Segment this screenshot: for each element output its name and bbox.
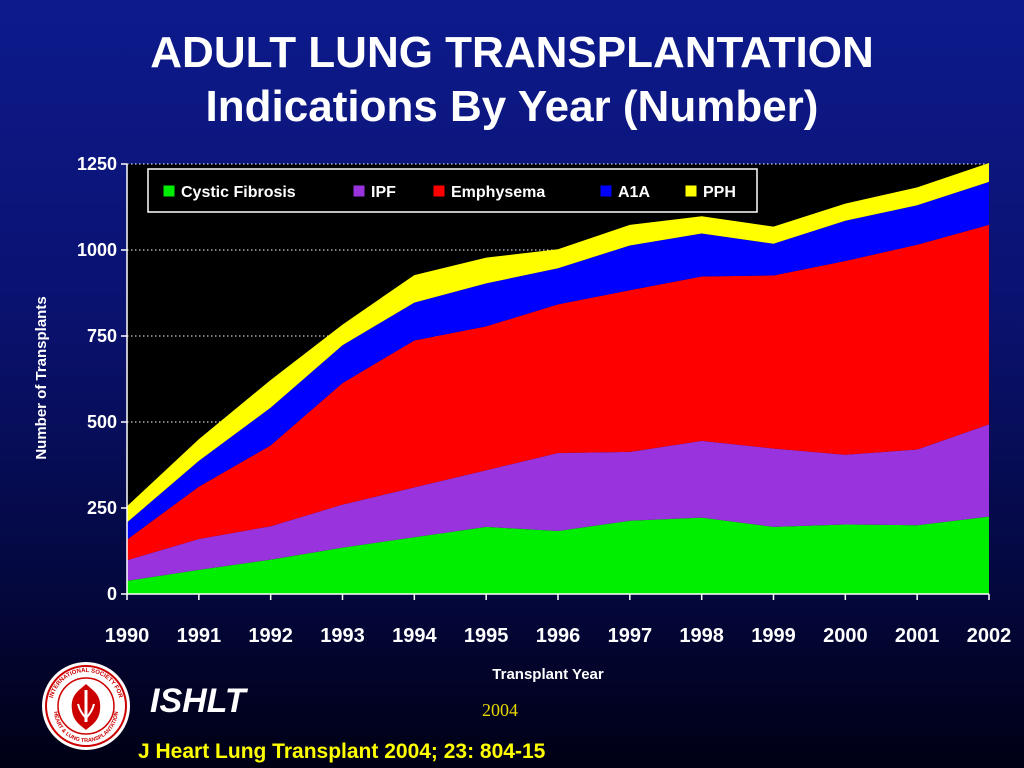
y-axis-title: Number of Transplants <box>33 296 50 459</box>
x-axis-title: Transplant Year <box>492 666 604 683</box>
legend-swatch <box>352 184 366 198</box>
legend-label: PPH <box>703 184 736 201</box>
y-tick-label: 0 <box>107 584 117 604</box>
x-tick-label: 1997 <box>608 625 653 647</box>
series-area-ipf <box>127 424 989 581</box>
x-tick-label: 1995 <box>464 625 509 647</box>
legend-item-cystic-fibrosis: Cystic Fibrosis <box>162 184 296 201</box>
legend-item-a1a: A1A <box>599 184 650 201</box>
x-tick-label: 1994 <box>392 625 437 647</box>
y-tick-label: 500 <box>87 412 117 432</box>
x-tick-label: 2001 <box>895 625 940 647</box>
x-tick-label: 1990 <box>105 625 150 647</box>
x-tick-label: 1993 <box>320 625 365 647</box>
title-line-2: Indications By Year (Number) <box>205 82 819 131</box>
legend-swatch <box>599 184 613 198</box>
year-note: 2004 <box>482 700 518 720</box>
y-tick-label: 1250 <box>77 154 117 174</box>
series-area-cystic-fibrosis <box>127 516 989 594</box>
legend: Cystic Fibrosis IPF Emphysema A1A PPH <box>147 168 758 213</box>
legend-item-emphysema: Emphysema <box>432 184 545 201</box>
legend-label: A1A <box>618 184 650 201</box>
series-area-a1a <box>127 181 989 540</box>
x-tick-label: 1996 <box>536 625 581 647</box>
legend-label: Cystic Fibrosis <box>181 184 296 201</box>
legend-swatch <box>162 184 176 198</box>
legend-swatch <box>684 184 698 198</box>
x-tick-label: 2002 <box>967 625 1012 647</box>
x-tick-label: 2000 <box>823 625 868 647</box>
y-tick-label: 1000 <box>77 240 117 260</box>
legend-box <box>147 168 758 213</box>
slide-title: ADULT LUNG TRANSPLANTATION Indications B… <box>0 26 1024 134</box>
legend-label: Emphysema <box>451 184 545 201</box>
y-tick-label: 250 <box>87 498 117 518</box>
x-tick-label: 1991 <box>177 625 222 647</box>
ishlt-logo: INTERNATIONAL SOCIETY FOR HEART & LUNG T… <box>42 662 130 750</box>
citation: J Heart Lung Transplant 2004; 23: 804-15 <box>138 740 546 763</box>
x-tick-label: 1999 <box>751 625 796 647</box>
series-area-pph <box>127 163 989 523</box>
legend-item-ipf: IPF <box>352 184 396 201</box>
legend-item-pph: PPH <box>684 184 736 201</box>
ishlt-brand: ISHLT <box>150 682 246 720</box>
legend-label: IPF <box>371 184 396 201</box>
x-tick-label: 1992 <box>248 625 293 647</box>
title-line-1: ADULT LUNG TRANSPLANTATION <box>150 28 874 77</box>
series-area-emphysema <box>127 224 989 561</box>
y-tick-label: 750 <box>87 326 117 346</box>
x-tick-label: 1998 <box>679 625 724 647</box>
legend-swatch <box>432 184 446 198</box>
